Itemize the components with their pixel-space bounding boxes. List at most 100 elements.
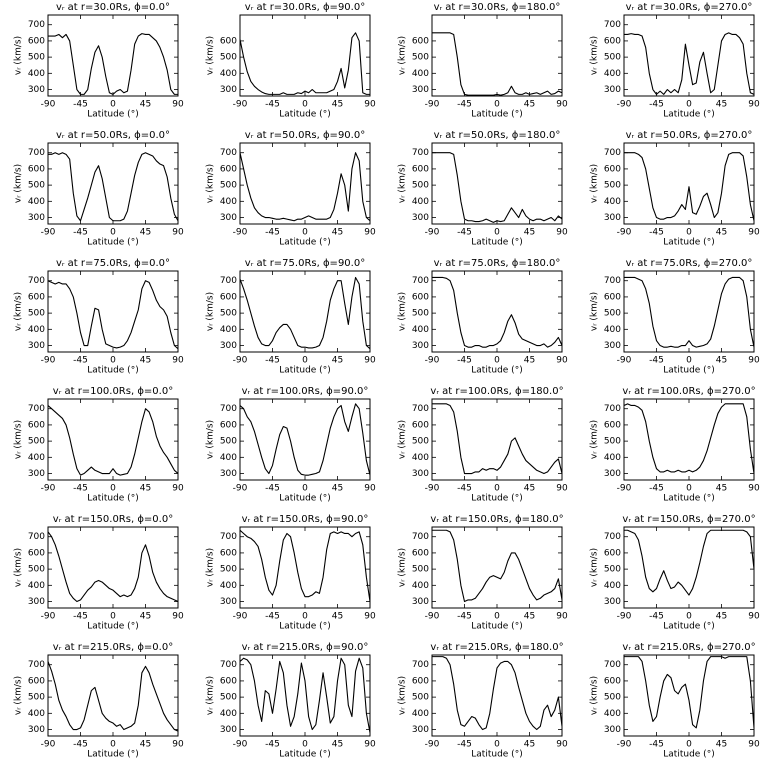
x-tick-label: 0 [110,100,116,110]
y-tick-label: 500 [220,437,237,447]
plot-area [240,657,370,733]
x-tick-label: -45 [649,100,664,110]
frame [239,526,371,609]
y-axis-label: vᵣ (km/s) [398,36,408,75]
plot-area [48,531,178,603]
panel: vᵣ at r=100.0Rs, ϕ=270.0° Latitude (°) vᵣ … [590,386,760,504]
x-tick-label: -90 [233,228,248,238]
data-line [432,656,562,731]
y-tick-label: 500 [412,181,429,191]
x-tick-label: -45 [457,740,472,750]
x-tick-label: 90 [748,484,760,494]
y-tick-label: 700 [220,148,237,158]
x-tick-label: 90 [364,228,376,238]
x-tick-label: 45 [524,100,535,110]
frame [239,142,371,225]
plot-area [432,403,562,475]
x-tick-label: -45 [457,228,472,238]
x-tick-label: -45 [73,612,88,622]
x-tick-label: -90 [233,484,248,494]
y-tick-label: 300 [220,85,237,95]
y-tick-label: 500 [28,53,45,63]
panel: vᵣ at r=30.0Rs, ϕ=270.0° Latitude (°) vᵣ (… [590,2,760,120]
y-tick-label: 300 [604,85,621,95]
x-axis-label: Latitude (°) [663,238,714,248]
y-tick-label: 500 [412,565,429,575]
x-axis-label: Latitude (°) [279,622,330,632]
data-line [48,531,178,603]
x-tick-label: -90 [425,484,440,494]
y-tick-label: 400 [28,197,45,207]
panel-title: vᵣ at r=100.0Rs, ϕ=90.0° [242,386,369,397]
y-tick-label: 400 [28,69,45,79]
panel: vᵣ at r=50.0Rs, ϕ=270.0° Latitude (°) vᵣ (… [590,130,760,248]
y-tick-label: 400 [412,453,429,463]
x-tick-label: -45 [457,484,472,494]
y-axis-label: vᵣ (km/s) [206,292,216,331]
y-axis-label: vᵣ (km/s) [206,420,216,459]
x-tick-label: 90 [172,740,184,750]
y-tick-label: 600 [220,36,237,46]
x-tick-label: 45 [524,484,535,494]
x-tick-label: 45 [140,228,151,238]
y-tick-label: 500 [412,437,429,447]
y-tick-label: 700 [28,532,45,542]
y-tick-label: 500 [220,693,237,703]
y-tick-label: 500 [28,181,45,191]
frame [431,14,563,97]
data-line [48,661,178,732]
panel-title: vᵣ at r=30.0Rs, ϕ=180.0° [434,2,561,13]
x-tick-label: -90 [617,228,632,238]
y-axis-label: vᵣ (km/s) [590,548,600,587]
y-axis-label: vᵣ (km/s) [398,164,408,203]
y-axis-label: vᵣ (km/s) [14,548,24,587]
plot-area [624,32,754,95]
panel: vᵣ at r=215.0Rs, ϕ=90.0° Latitude (°) vᵣ (… [206,642,376,760]
y-tick-label: 700 [412,148,429,158]
y-tick-label: 600 [604,548,621,558]
y-axis-label: vᵣ (km/s) [206,676,216,715]
plot-area [240,403,370,476]
y-tick-label: 300 [604,597,621,607]
y-axis-label: vᵣ (km/s) [14,292,24,331]
x-axis-label: Latitude (°) [663,366,714,376]
y-tick-label: 700 [220,404,237,414]
x-tick-label: -90 [425,612,440,622]
x-axis-label: Latitude (°) [471,366,522,376]
x-tick-label: 45 [332,612,343,622]
plot-area [240,529,370,602]
plot-area [240,152,370,222]
panel-title: vᵣ at r=215.0Rs, ϕ=90.0° [242,642,369,653]
y-tick-label: 300 [28,469,45,479]
y-tick-label: 400 [412,709,429,719]
x-tick-label: 0 [686,100,692,110]
y-tick-label: 700 [604,404,621,414]
x-tick-label: 90 [172,484,184,494]
x-axis-label: Latitude (°) [663,110,714,120]
y-axis-label: vᵣ (km/s) [590,292,600,331]
y-tick-label: 700 [28,20,45,30]
y-tick-label: 600 [220,420,237,430]
x-tick-label: 45 [140,740,151,750]
data-line [240,276,370,350]
panel-title: vᵣ at r=100.0Rs, ϕ=0.0° [53,386,173,397]
y-tick-label: 400 [220,69,237,79]
x-tick-label: -90 [41,740,56,750]
x-tick-label: 0 [302,612,308,622]
data-line [240,657,370,733]
data-line [624,529,754,596]
y-tick-label: 500 [604,437,621,447]
data-line [48,152,178,222]
y-tick-label: 400 [412,69,429,79]
y-axis-label: vᵣ (km/s) [590,420,600,459]
y-tick-label: 600 [28,164,45,174]
x-tick-label: -90 [233,100,248,110]
panel: vᵣ at r=100.0Rs, ϕ=0.0° Latitude (°) vᵣ (k… [14,386,184,504]
y-tick-label: 400 [28,709,45,719]
x-tick-label: 0 [494,100,500,110]
x-tick-label: 0 [686,356,692,366]
panel-title: vᵣ at r=215.0Rs, ϕ=0.0° [53,642,173,653]
x-tick-label: -90 [233,740,248,750]
y-tick-label: 300 [220,213,237,223]
panel: vᵣ at r=50.0Rs, ϕ=180.0° Latitude (°) vᵣ (… [398,130,568,248]
